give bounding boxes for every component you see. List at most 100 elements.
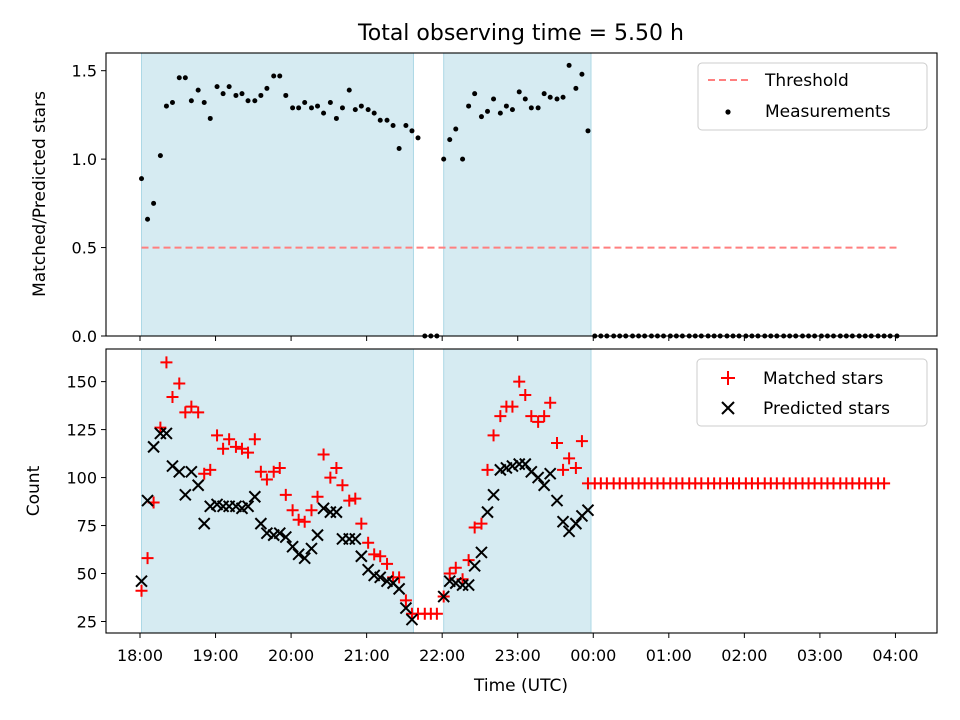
top-axes-frame (105, 52, 938, 337)
measurement-point (516, 89, 522, 95)
measurement-point (579, 71, 585, 77)
predicted-star-point (349, 532, 362, 546)
measurement-point (352, 107, 358, 113)
measurement-point (522, 96, 528, 102)
measurement-point (371, 110, 377, 116)
top-y-axis-label: Matched/Predicted stars (30, 91, 50, 297)
bottom-y-ticks: 25 50 75 100 125 150 (66, 373, 106, 631)
measurement-point (145, 216, 151, 222)
measurement-point (409, 128, 415, 134)
matched-star-point (443, 567, 456, 580)
y-tick-label: 75 (77, 517, 97, 536)
measurement-point (245, 98, 251, 104)
matched-star-point (173, 377, 186, 390)
x-tick-label: 21:00 (344, 646, 390, 665)
y-tick-label: 1.0 (72, 150, 97, 169)
matched-star-point (166, 390, 179, 403)
measurement-point (188, 98, 194, 104)
predicted-star-point (355, 550, 368, 563)
predicted-star-point (543, 467, 557, 480)
measurement-point (403, 123, 409, 129)
matched-star-point (154, 421, 167, 434)
measurement-point (535, 105, 541, 111)
y-tick-label: 50 (77, 565, 97, 584)
measurement-point (207, 115, 213, 121)
predicted-star-point (248, 490, 262, 503)
measurement-point (566, 62, 572, 68)
matched-star-point (292, 513, 305, 526)
predicted-star-point (569, 517, 583, 530)
measurement-point (358, 103, 364, 109)
matched-star-point (557, 463, 570, 476)
measurement-point (560, 94, 566, 100)
measurement-point (163, 103, 169, 109)
measurement-point (151, 200, 157, 206)
measurement-point (252, 98, 258, 104)
predicted-star-point (392, 582, 406, 596)
predicted-star-point (437, 590, 450, 603)
predicted-star-point (173, 465, 186, 479)
measurement-point (415, 135, 421, 141)
measurement-point (585, 128, 591, 134)
matched-star-point (185, 400, 198, 413)
predicted-star-point (254, 517, 268, 530)
measurement-point (239, 91, 245, 97)
matched-star-point (513, 375, 526, 388)
matched-star-point (494, 410, 507, 423)
matched-star-point (223, 433, 236, 446)
matched-star-point (229, 440, 242, 453)
x-tick-label: 20:00 (268, 646, 314, 665)
measurement-point (497, 110, 503, 116)
matched-star-point (211, 429, 224, 442)
predicted-star-point (241, 500, 255, 513)
measurement-point (472, 91, 478, 97)
matched-star-point (336, 479, 349, 492)
measurement-point (315, 103, 321, 109)
matched-star-point (487, 429, 500, 442)
matched-star-point (481, 463, 494, 476)
matched-star-point (198, 467, 211, 480)
bottom-y-axis-label: Count (24, 465, 44, 516)
measurement-point (157, 153, 163, 159)
matched-star-point (878, 477, 891, 490)
predicted-star-point (537, 479, 551, 492)
measurement-point (547, 94, 553, 100)
matched-star-point (135, 584, 148, 597)
shaded-interval-1 (443, 348, 592, 634)
predicted-star-point (286, 540, 299, 553)
matched-star-point (393, 571, 406, 584)
shaded-interval-1 (443, 52, 592, 337)
x-tick-label: 18:00 (117, 646, 163, 665)
page-title: Total observing time = 5.50 h (357, 21, 684, 46)
measurement-point (509, 107, 515, 113)
matched-star-point (551, 437, 564, 450)
matched-star-point (475, 517, 488, 530)
measurement-point (491, 96, 497, 102)
matched-star-point (192, 406, 205, 419)
x-tick-label: 19:00 (192, 646, 238, 665)
bottom-legend: Matched stars Predicted stars (696, 358, 928, 427)
measurement-point (327, 100, 333, 106)
matched-star-point (324, 471, 337, 484)
measurement-point (441, 156, 447, 162)
measurement-point (195, 87, 201, 93)
measurement-point (384, 117, 390, 123)
predicted-star-point (556, 515, 570, 528)
matched-star-point (506, 400, 519, 413)
predicted-star-point (550, 494, 564, 507)
x-tick-label: 01:00 (646, 646, 692, 665)
matched-star-point (563, 452, 576, 465)
matched-star-point (362, 536, 375, 549)
predicted-star-point (147, 440, 160, 454)
matched-star-point (273, 461, 286, 474)
bottom-shaded-intervals (141, 348, 592, 634)
measurement-point (453, 126, 459, 132)
legend-threshold-label: Threshold (764, 71, 849, 91)
measurement-point (233, 92, 239, 98)
matched-star-point (430, 607, 443, 620)
matched-star-point (381, 557, 394, 570)
measurement-point (139, 176, 145, 182)
measurement-point (377, 117, 383, 123)
predicted-star-point (405, 613, 419, 626)
